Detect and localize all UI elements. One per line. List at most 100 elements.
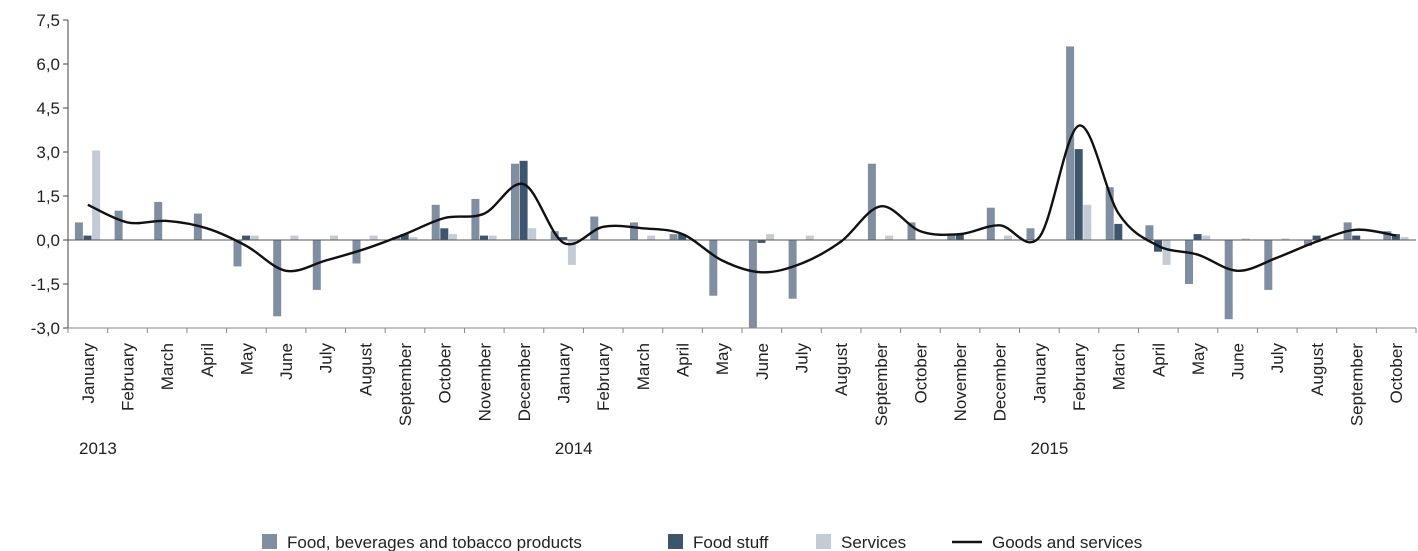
x-tick-label: September — [396, 343, 415, 426]
bar-food-beverages-and-tobacco-products — [1383, 231, 1392, 240]
x-tick-label: October — [436, 343, 455, 404]
x-tick-label: March — [1110, 343, 1129, 390]
x-tick-label: January — [79, 343, 98, 404]
x-tick-label: December — [991, 343, 1010, 422]
x-tick-label: July — [1268, 343, 1287, 374]
bar-food-beverages-and-tobacco-products — [630, 222, 638, 240]
bar-services — [805, 235, 814, 240]
bar-food-beverages-and-tobacco-products — [748, 240, 757, 328]
bar-food-stuff — [480, 235, 488, 240]
bar-food-stuff — [519, 160, 528, 240]
bar-food-beverages-and-tobacco-products — [74, 222, 83, 240]
bar-food-beverages-and-tobacco-products — [431, 204, 440, 240]
bar-food-stuff — [1114, 223, 1123, 240]
bar-services — [1162, 240, 1171, 265]
bar-food-stuff — [757, 240, 766, 243]
x-axis: January February March April May June July Augu… — [79, 343, 1406, 458]
bar-services — [1202, 235, 1211, 240]
x-tick-label: February — [118, 343, 137, 412]
y-tick-label: -1,5 — [31, 275, 60, 294]
x-tick-label: January — [1030, 343, 1049, 404]
bar-food-beverages-and-tobacco-products — [511, 163, 519, 240]
bar-food-stuff — [400, 234, 409, 240]
bar-food-beverages-and-tobacco-products — [550, 231, 559, 240]
bar-food-beverages-and-tobacco-products — [1304, 240, 1312, 246]
bar-food-stuff — [242, 235, 251, 240]
bar-food-beverages-and-tobacco-products — [273, 240, 282, 317]
x-tick-label: May — [1189, 343, 1208, 376]
bar-services — [250, 235, 259, 240]
bars — [74, 46, 1409, 328]
zero-line — [67, 239, 1417, 333]
y-tick-label: 4,5 — [36, 99, 60, 118]
bar-services — [92, 150, 101, 240]
x-tick-label: October — [911, 343, 930, 404]
legend-swatch — [668, 534, 683, 549]
x-tick-label: October — [1387, 343, 1406, 404]
bar-services — [290, 235, 299, 240]
x-tick-label: April — [674, 343, 693, 377]
bar-food-beverages-and-tobacco-products — [114, 210, 123, 240]
bar-food-beverages-and-tobacco-products — [1145, 225, 1154, 240]
x-tick-label: February — [1070, 343, 1089, 412]
x-tick-label: June — [1229, 343, 1248, 380]
bar-services — [1004, 235, 1012, 240]
x-tick-label: December — [515, 343, 534, 422]
bar-food-stuff — [1193, 234, 1202, 240]
x-tick-label: July — [317, 343, 336, 374]
bar-food-beverages-and-tobacco-products — [471, 198, 480, 240]
bar-food-beverages-and-tobacco-products — [986, 207, 995, 240]
x-tick-label: November — [951, 343, 970, 422]
x-tick-label: May — [713, 343, 732, 376]
bar-food-beverages-and-tobacco-products — [233, 240, 242, 267]
legend: Food, beverages and tobacco products Food… — [262, 533, 1142, 551]
bar-food-beverages-and-tobacco-products — [1105, 187, 1114, 240]
x-tick-label: April — [1149, 343, 1168, 377]
bar-food-stuff — [1312, 235, 1321, 240]
x-tick-label: March — [158, 343, 177, 390]
x-tick-label: August — [356, 343, 375, 396]
y-tick-label: 0,0 — [36, 231, 60, 250]
bar-food-stuff — [1352, 235, 1361, 240]
legend-label: Food stuff — [693, 533, 769, 551]
x-tick-label: April — [198, 343, 217, 377]
line-series — [87, 124, 1397, 274]
bar-services — [885, 235, 894, 240]
bar-food-beverages-and-tobacco-products — [947, 234, 956, 240]
bar-food-beverages-and-tobacco-products — [312, 240, 321, 290]
y-tick-label: 7,5 — [36, 11, 60, 30]
bar-services — [1241, 238, 1250, 240]
bar-services — [528, 228, 537, 240]
bar-food-beverages-and-tobacco-products — [1026, 228, 1035, 240]
legend-swatch — [816, 534, 831, 549]
bar-services — [647, 235, 656, 240]
x-tick-label: June — [277, 343, 296, 380]
year-label: 2015 — [1031, 439, 1069, 458]
bar-food-stuff — [83, 235, 92, 240]
x-tick-label: June — [753, 343, 772, 380]
bar-food-beverages-and-tobacco-products — [669, 234, 678, 240]
x-tick-label: August — [1308, 343, 1327, 396]
x-tick-label: February — [594, 343, 613, 412]
y-tick-label: 1,5 — [36, 187, 60, 206]
bar-food-beverages-and-tobacco-products — [1185, 240, 1193, 284]
x-tick-label: March — [634, 343, 653, 390]
legend-swatch — [262, 534, 277, 549]
bar-food-beverages-and-tobacco-products — [788, 240, 797, 299]
bar-services — [369, 235, 378, 240]
bar-food-stuff — [955, 234, 964, 240]
bar-services — [1281, 238, 1290, 240]
bar-food-beverages-and-tobacco-products — [590, 216, 599, 240]
x-tick-label: November — [475, 343, 494, 422]
bar-food-beverages-and-tobacco-products — [1066, 46, 1075, 241]
y-axis: -3,0 -1,5 0,0 1,5 3,0 4,5 6,0 7,5 — [31, 11, 69, 338]
y-tick-label: -3,0 — [31, 319, 60, 338]
bar-food-stuff — [1074, 149, 1083, 240]
bar-services — [448, 234, 457, 240]
legend-label: Goods and services — [992, 533, 1142, 551]
bar-food-beverages-and-tobacco-products — [709, 240, 718, 296]
x-tick-label: September — [1348, 343, 1367, 426]
x-tick-label: January — [555, 343, 574, 404]
x-tick-label: May — [237, 343, 256, 376]
